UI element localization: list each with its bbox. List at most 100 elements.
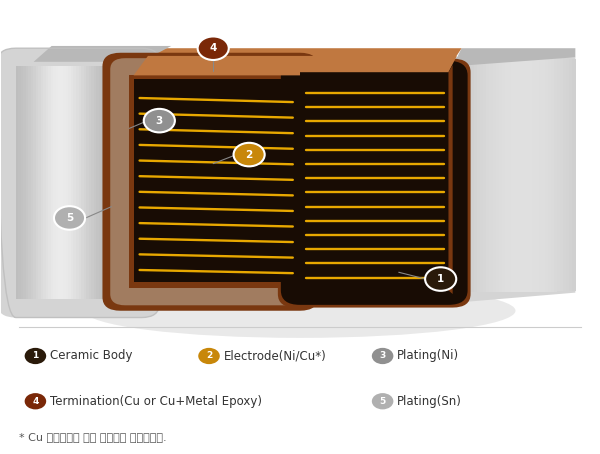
Circle shape bbox=[25, 393, 46, 410]
Circle shape bbox=[197, 36, 229, 60]
Polygon shape bbox=[43, 66, 46, 300]
Polygon shape bbox=[109, 66, 112, 300]
Polygon shape bbox=[514, 58, 518, 292]
Polygon shape bbox=[126, 66, 129, 300]
Circle shape bbox=[372, 348, 394, 364]
Polygon shape bbox=[462, 57, 466, 292]
Polygon shape bbox=[121, 66, 124, 300]
Text: 3: 3 bbox=[379, 351, 386, 360]
FancyBboxPatch shape bbox=[283, 63, 465, 303]
Polygon shape bbox=[23, 66, 26, 300]
Polygon shape bbox=[459, 57, 463, 292]
Polygon shape bbox=[535, 58, 539, 292]
Polygon shape bbox=[71, 66, 74, 300]
Polygon shape bbox=[505, 58, 508, 292]
Polygon shape bbox=[28, 66, 31, 300]
Text: Termination(Cu or Cu+Metal Epoxy): Termination(Cu or Cu+Metal Epoxy) bbox=[50, 395, 262, 408]
Polygon shape bbox=[130, 282, 299, 288]
Polygon shape bbox=[41, 66, 44, 300]
Polygon shape bbox=[502, 58, 505, 292]
Polygon shape bbox=[523, 58, 527, 292]
Polygon shape bbox=[91, 66, 94, 300]
Polygon shape bbox=[79, 66, 82, 300]
Text: Ceramic Body: Ceramic Body bbox=[50, 350, 132, 362]
Polygon shape bbox=[33, 66, 36, 300]
Polygon shape bbox=[563, 59, 566, 291]
Text: 4: 4 bbox=[32, 397, 38, 406]
Text: 1: 1 bbox=[32, 351, 38, 360]
Circle shape bbox=[25, 348, 46, 364]
Text: Plating(Ni): Plating(Ni) bbox=[397, 350, 459, 362]
Polygon shape bbox=[487, 58, 490, 292]
Polygon shape bbox=[560, 59, 563, 291]
Polygon shape bbox=[61, 66, 64, 300]
Circle shape bbox=[54, 206, 85, 230]
Polygon shape bbox=[130, 75, 299, 79]
Polygon shape bbox=[520, 58, 524, 292]
Polygon shape bbox=[517, 58, 521, 292]
Text: 3: 3 bbox=[156, 116, 163, 126]
Circle shape bbox=[144, 109, 175, 133]
Polygon shape bbox=[572, 59, 576, 291]
Polygon shape bbox=[58, 66, 61, 300]
Polygon shape bbox=[101, 66, 104, 300]
FancyBboxPatch shape bbox=[110, 58, 311, 305]
Polygon shape bbox=[142, 71, 145, 291]
FancyBboxPatch shape bbox=[281, 61, 467, 305]
Text: Plating(Sn): Plating(Sn) bbox=[397, 395, 462, 408]
Polygon shape bbox=[300, 75, 448, 291]
Polygon shape bbox=[86, 66, 89, 300]
Polygon shape bbox=[554, 59, 557, 291]
Polygon shape bbox=[452, 57, 456, 293]
FancyBboxPatch shape bbox=[0, 48, 160, 317]
Polygon shape bbox=[134, 79, 299, 288]
Polygon shape bbox=[73, 66, 76, 300]
Polygon shape bbox=[300, 62, 452, 300]
Polygon shape bbox=[49, 66, 52, 300]
Polygon shape bbox=[557, 59, 560, 291]
Polygon shape bbox=[89, 66, 92, 300]
Polygon shape bbox=[83, 66, 86, 300]
Polygon shape bbox=[477, 58, 481, 292]
Text: 5: 5 bbox=[379, 397, 386, 406]
Text: 2: 2 bbox=[206, 351, 212, 360]
Text: 2: 2 bbox=[245, 149, 253, 160]
Polygon shape bbox=[34, 46, 171, 62]
Polygon shape bbox=[111, 66, 114, 300]
Circle shape bbox=[425, 267, 456, 291]
Polygon shape bbox=[96, 66, 99, 300]
Polygon shape bbox=[18, 66, 21, 300]
Polygon shape bbox=[66, 66, 69, 300]
Polygon shape bbox=[119, 66, 122, 300]
Polygon shape bbox=[51, 66, 54, 300]
Polygon shape bbox=[452, 57, 575, 301]
Polygon shape bbox=[456, 57, 460, 292]
Polygon shape bbox=[76, 66, 79, 300]
Circle shape bbox=[372, 393, 394, 410]
Polygon shape bbox=[134, 56, 457, 75]
Polygon shape bbox=[46, 66, 49, 300]
Polygon shape bbox=[98, 66, 101, 300]
Polygon shape bbox=[542, 58, 545, 291]
Text: * Cu 내부전극은 일부 제품에만 적용됩니다.: * Cu 내부전극은 일부 제품에만 적용됩니다. bbox=[19, 433, 166, 443]
Polygon shape bbox=[490, 58, 493, 292]
Polygon shape bbox=[493, 58, 496, 292]
Polygon shape bbox=[145, 48, 461, 73]
Polygon shape bbox=[480, 58, 484, 292]
Polygon shape bbox=[16, 66, 19, 300]
Polygon shape bbox=[465, 57, 469, 292]
Circle shape bbox=[233, 143, 265, 166]
Text: 4: 4 bbox=[209, 43, 217, 53]
Polygon shape bbox=[136, 66, 139, 300]
Polygon shape bbox=[566, 59, 570, 291]
Polygon shape bbox=[569, 59, 573, 291]
Polygon shape bbox=[139, 66, 142, 300]
Polygon shape bbox=[484, 58, 487, 292]
Polygon shape bbox=[129, 66, 132, 300]
Polygon shape bbox=[539, 58, 542, 291]
Polygon shape bbox=[81, 66, 84, 300]
Polygon shape bbox=[130, 75, 134, 286]
Polygon shape bbox=[104, 66, 107, 300]
Polygon shape bbox=[468, 58, 472, 292]
Polygon shape bbox=[53, 66, 56, 300]
